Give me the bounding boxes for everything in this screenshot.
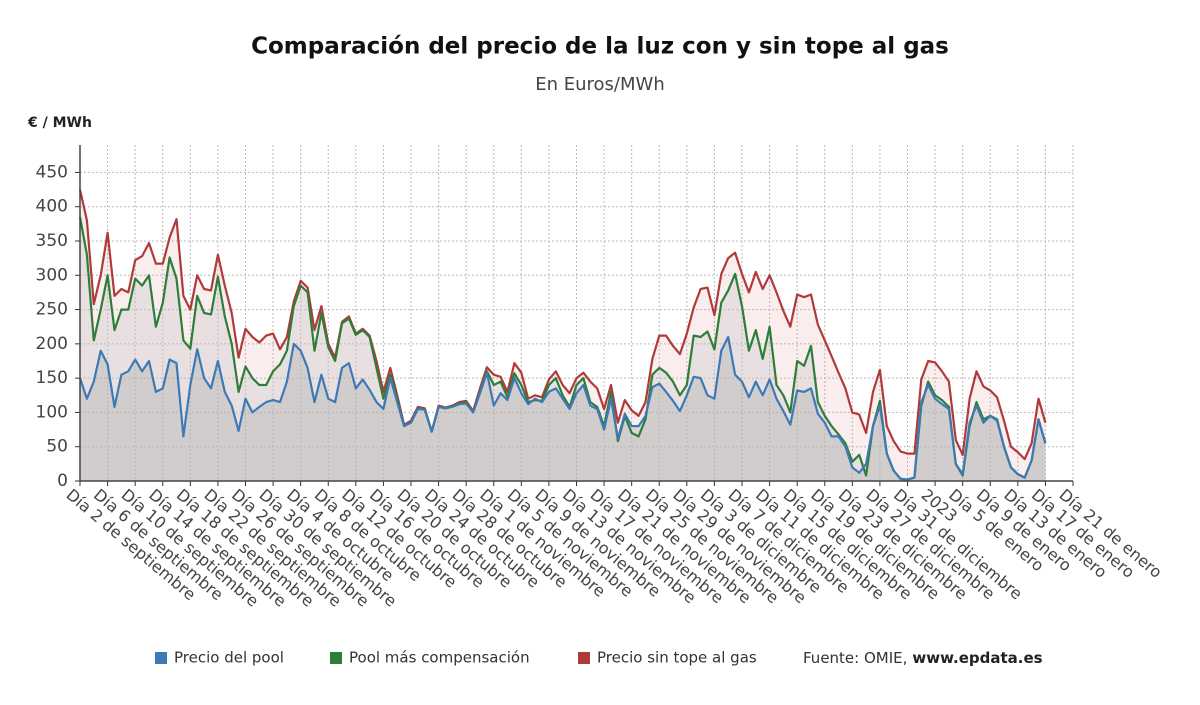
y-tick-label: 350 — [36, 231, 68, 251]
series-line — [78, 335, 1047, 481]
legend-label: Precio del pool — [174, 649, 284, 667]
series-area — [80, 189, 1046, 481]
legend-swatch — [330, 652, 342, 664]
series-line — [78, 189, 1047, 461]
chart-title: Comparación del precio de la luz con y s… — [251, 34, 949, 60]
legend-label: Pool más compensación — [349, 649, 530, 667]
source-link: www.epdata.es — [912, 649, 1042, 667]
y-tick-label: 50 — [46, 437, 68, 457]
y-tick-label: 250 — [36, 300, 68, 320]
y-tick-label: 150 — [36, 368, 68, 388]
y-axis-label: € / MWh — [27, 115, 92, 131]
legend-swatch — [578, 652, 590, 664]
legend-swatch — [155, 652, 167, 664]
y-tick-label: 300 — [36, 265, 68, 285]
chart-subtitle: En Euros/MWh — [535, 74, 664, 95]
source: Fuente: OMIE, www.epdata.es — [803, 649, 1043, 667]
series-area — [80, 217, 1046, 481]
y-tick-label: 450 — [36, 162, 68, 182]
y-tick-label: 400 — [36, 197, 68, 217]
y-tick-label: 0 — [57, 471, 68, 491]
legend: Precio del pool Pool más compensación Prec… — [155, 649, 1043, 667]
legend-label: Precio sin tope al gas — [597, 649, 757, 667]
source-label: Fuente: OMIE, — [803, 649, 907, 667]
y-tick-label: 200 — [36, 334, 68, 354]
series-area — [80, 337, 1046, 481]
y-tick-label: 100 — [36, 402, 68, 422]
